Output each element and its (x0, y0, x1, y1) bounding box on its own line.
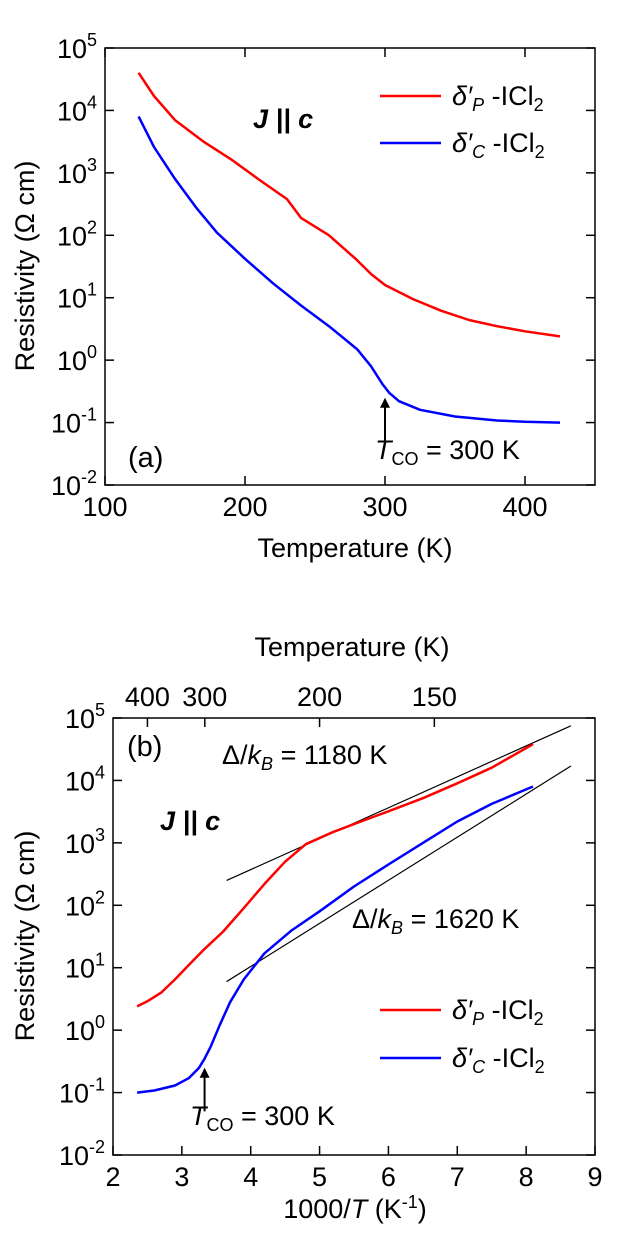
top-x-tick-label: 300 (182, 682, 227, 712)
plot-frame (104, 47, 596, 486)
y-tick-label: 103 (57, 155, 97, 189)
x-tick-label: 8 (519, 1162, 534, 1192)
x-ticks: 2 3 4 5 6 7 8 9 (105, 1146, 603, 1192)
tco-annotation: TCO = 300 K (190, 1067, 335, 1135)
x-tick-label: 200 (222, 492, 267, 522)
x-axis-label: 1000/T (K-1) (283, 1192, 427, 1224)
y-tick-label: 10-1 (59, 1075, 105, 1109)
series-line-p (136, 743, 534, 1008)
x-tick-label: 3 (174, 1162, 189, 1192)
top-x-tick-label: 400 (125, 682, 170, 712)
tco-annotation: TCO = 300 K (375, 397, 520, 469)
panel-label: (b) (127, 731, 162, 763)
y-tick-label: 102 (65, 887, 105, 921)
y-tick-label: 10-2 (59, 1137, 105, 1171)
y-tick-label: 10-2 (51, 467, 97, 501)
fit-line-1620K (226, 765, 572, 983)
y-ticks: 10-2 10-1 100 101 102 103 104 105 (59, 700, 595, 1171)
x-tick-label: 5 (312, 1162, 327, 1192)
y-tick-label: 101 (57, 280, 97, 314)
y-tick-label: 104 (57, 92, 97, 126)
tco-arrowhead (199, 1067, 210, 1078)
top-x-tick-label: 200 (297, 682, 342, 712)
panel-b: Temperature (K) 400 300 200 150 2 3 4 5 6 7 8 9 10… (10, 632, 603, 1224)
x-tick-label: 6 (381, 1162, 396, 1192)
plot-frame (112, 717, 596, 1156)
x-tick-label: 4 (243, 1162, 258, 1192)
legend-label-c: δ′C -ICl2 (452, 1043, 545, 1077)
series-lines (137, 72, 561, 424)
x-tick-label: 100 (82, 492, 127, 522)
x-tick-label: 7 (450, 1162, 465, 1192)
legend-label-p: δ′P -ICl2 (452, 995, 544, 1029)
y-tick-label: 100 (57, 342, 97, 376)
current-direction-annotation: J || c (160, 806, 220, 836)
panel-a: 100 200 300 400 10-210-1100101102103104105 … (10, 30, 596, 563)
gap-annotation-p: Δ/kB = 1180 K (222, 740, 387, 774)
legend: δ′P -ICl2 δ′C -ICl2 (380, 81, 545, 162)
legend: δ′P -ICl2 δ′C -ICl2 (380, 995, 545, 1077)
legend-label-p: δ′P -ICl2 (452, 81, 544, 115)
y-tick-label: 103 (65, 825, 105, 859)
top-x-axis-label: Temperature (K) (254, 632, 449, 662)
y-axis-label: Resistivity (Ω cm) (10, 831, 40, 1042)
y-ticks: 10-2 10-1 100 101 102 103 104 105 (51, 30, 595, 501)
y-tick-label: 104 (65, 762, 105, 796)
tco-label: TCO = 300 K (190, 1101, 335, 1135)
top-x-ticks: 400 300 200 150 (125, 682, 457, 727)
x-tick-label: 400 (502, 492, 547, 522)
current-direction-annotation: J || c (253, 104, 313, 134)
tco-arrowhead (380, 397, 390, 408)
x-ticks: 100 200 300 400 (82, 48, 548, 522)
y-tick-label: 100 (65, 1012, 105, 1046)
gap-annotation-c: Δ/kB = 1620 K (352, 904, 519, 938)
y-tick-label: 105 (57, 30, 97, 64)
x-tick-label: 2 (105, 1162, 120, 1192)
top-x-tick-label: 150 (412, 682, 457, 712)
x-tick-label: 300 (362, 492, 407, 522)
series-line-c (136, 785, 534, 1094)
fit-line-1180K (226, 725, 572, 881)
panel-label: (a) (128, 442, 163, 474)
y-tick-label: 10-1 (51, 405, 97, 439)
y-tick-label: 101 (65, 950, 105, 984)
y-tick-label: 102 (57, 217, 97, 251)
x-tick-label: 9 (587, 1162, 602, 1192)
series-lines (136, 743, 534, 1094)
y-tick-label: 105 (65, 700, 105, 734)
tco-label: TCO = 300 K (375, 435, 520, 469)
x-axis-label: Temperature (K) (257, 533, 452, 563)
series-line-p (137, 72, 561, 338)
fit-lines (226, 725, 572, 983)
legend-label-c: δ′C -ICl2 (452, 128, 545, 162)
series-line-c (137, 115, 561, 424)
y-axis-label: Resistivity (Ω cm) (10, 161, 40, 372)
